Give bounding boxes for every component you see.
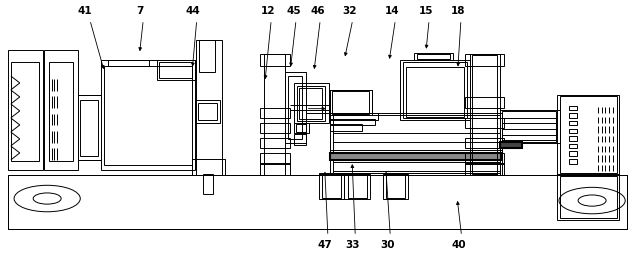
Bar — [330, 153, 502, 160]
Bar — [569, 144, 577, 148]
Bar — [569, 136, 577, 141]
Text: 46: 46 — [311, 6, 325, 16]
Bar — [260, 123, 290, 133]
Bar — [322, 175, 341, 198]
Bar — [417, 54, 450, 59]
Bar — [319, 173, 497, 175]
Bar — [288, 76, 302, 140]
Bar — [260, 153, 290, 164]
Text: 15: 15 — [419, 6, 433, 16]
Bar — [470, 55, 500, 175]
Bar — [191, 159, 225, 175]
Bar — [108, 60, 149, 66]
Bar — [8, 50, 43, 170]
Bar — [49, 62, 73, 161]
Bar — [319, 174, 345, 199]
Text: 33: 33 — [346, 240, 360, 250]
Bar — [465, 138, 503, 148]
Bar — [260, 108, 290, 118]
Bar — [260, 163, 290, 175]
Bar — [500, 142, 522, 148]
Bar — [560, 176, 617, 218]
Text: 45: 45 — [286, 6, 301, 16]
Bar — [406, 67, 464, 116]
Bar — [465, 153, 503, 164]
Bar — [157, 60, 195, 80]
Bar — [383, 174, 408, 199]
Bar — [285, 72, 306, 143]
Bar — [260, 55, 290, 66]
Text: 12: 12 — [261, 6, 276, 16]
Bar — [330, 150, 502, 153]
Text: 40: 40 — [452, 240, 466, 250]
Bar — [569, 105, 577, 110]
Text: 7: 7 — [136, 6, 143, 16]
Bar — [465, 98, 503, 108]
Bar — [296, 124, 306, 132]
Bar — [465, 163, 503, 175]
Bar — [333, 115, 500, 173]
Bar — [195, 100, 220, 123]
Text: 41: 41 — [77, 6, 92, 16]
Bar — [560, 97, 617, 173]
Bar — [260, 138, 290, 148]
Bar — [500, 110, 560, 143]
Bar — [80, 100, 98, 156]
Text: 30: 30 — [380, 240, 395, 250]
Bar — [348, 175, 367, 198]
Bar — [104, 66, 191, 165]
Bar — [386, 175, 405, 198]
Bar — [330, 90, 372, 115]
Text: 32: 32 — [343, 6, 357, 16]
Bar — [345, 174, 370, 199]
Bar — [569, 113, 577, 118]
Text: 14: 14 — [385, 6, 399, 16]
Bar — [264, 55, 285, 175]
Text: 47: 47 — [318, 240, 333, 250]
Bar — [330, 124, 362, 131]
Bar — [198, 40, 214, 72]
Text: 18: 18 — [450, 6, 465, 16]
Bar — [101, 60, 195, 170]
Bar — [569, 121, 577, 125]
Bar — [299, 88, 322, 119]
Bar — [330, 113, 502, 175]
Bar — [329, 113, 378, 120]
Bar — [502, 111, 556, 142]
Bar — [44, 50, 78, 170]
Bar — [465, 118, 503, 128]
Bar — [330, 119, 375, 125]
Bar — [297, 86, 325, 121]
Bar — [569, 159, 577, 164]
Bar — [415, 53, 453, 60]
Bar — [293, 123, 309, 133]
Bar — [196, 40, 222, 175]
Bar — [400, 60, 470, 120]
Text: 44: 44 — [186, 6, 200, 16]
Bar — [11, 62, 39, 161]
Bar — [403, 62, 466, 118]
Bar — [78, 95, 101, 160]
Bar — [293, 134, 306, 145]
Bar — [471, 56, 497, 174]
Bar — [293, 83, 329, 123]
Bar — [332, 91, 369, 114]
Bar — [8, 175, 627, 229]
Bar — [160, 61, 192, 78]
Bar — [203, 174, 213, 194]
Bar — [557, 95, 619, 175]
Bar — [569, 152, 577, 156]
Bar — [465, 55, 503, 66]
Bar — [557, 174, 619, 220]
Bar — [569, 129, 577, 133]
Bar — [198, 103, 217, 120]
